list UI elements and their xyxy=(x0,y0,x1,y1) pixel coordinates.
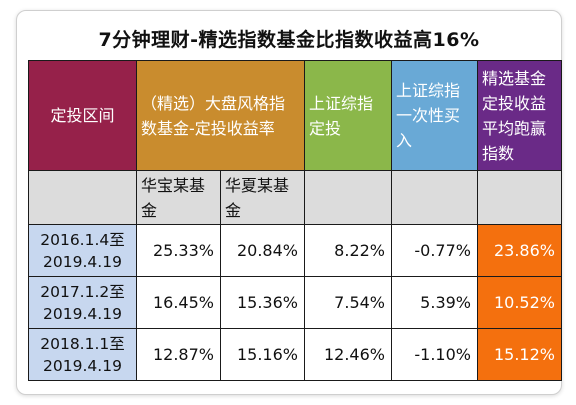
cell-index-lump: -0.77% xyxy=(391,224,478,277)
cell-fund-b: 20.84% xyxy=(220,224,305,277)
cell-beat: 23.86% xyxy=(477,224,562,277)
subheader-fund-a: 华宝某基金 xyxy=(136,170,221,225)
row-period: 2016.1.4至2019.4.19 xyxy=(28,224,137,277)
subheader-row: 华宝某基金 华夏某基金 xyxy=(28,170,562,225)
header-index-dca: 上证综指定投 xyxy=(304,60,392,171)
subheader-empty xyxy=(28,170,137,225)
table-row: 2017.1.2至2019.4.19 16.45% 15.36% 7.54% 5… xyxy=(28,276,562,329)
subheader-empty xyxy=(304,170,392,225)
row-period: 2017.1.2至2019.4.19 xyxy=(28,276,137,329)
cell-fund-a: 25.33% xyxy=(136,224,221,277)
cell-beat: 15.12% xyxy=(477,328,562,381)
subheader-fund-b: 华夏某基金 xyxy=(220,170,305,225)
header-index-lump: 上证综指一次性买入 xyxy=(391,60,478,171)
comparison-table: 定投区间 （精选）大盘风格指数基金-定投收益率 上证综指定投 上证综指一次性买入… xyxy=(28,60,562,381)
cell-fund-a: 16.45% xyxy=(136,276,221,329)
cell-index-dca: 7.54% xyxy=(304,276,392,329)
cell-index-lump: 5.39% xyxy=(391,276,478,329)
page-title: 7分钟理财-精选指数基金比指数收益高16% xyxy=(98,29,480,51)
header-row: 定投区间 （精选）大盘风格指数基金-定投收益率 上证综指定投 上证综指一次性买入… xyxy=(28,60,562,171)
subheader-empty xyxy=(391,170,478,225)
cell-index-dca: 12.46% xyxy=(304,328,392,381)
table-row: 2018.1.1至2019.4.19 12.87% 15.16% 12.46% … xyxy=(28,328,562,381)
cell-fund-b: 15.36% xyxy=(220,276,305,329)
cell-fund-b: 15.16% xyxy=(220,328,305,381)
subheader-empty xyxy=(477,170,562,225)
row-period: 2018.1.1至2019.4.19 xyxy=(28,328,137,381)
table-row: 2016.1.4至2019.4.19 25.33% 20.84% 8.22% -… xyxy=(28,224,562,277)
cell-beat: 10.52% xyxy=(477,276,562,329)
cell-fund-a: 12.87% xyxy=(136,328,221,381)
header-fund-return: （精选）大盘风格指数基金-定投收益率 xyxy=(136,60,305,171)
cell-index-lump: -1.10% xyxy=(391,328,478,381)
header-beat: 精选基金定投收益平均跑赢指数 xyxy=(477,60,562,171)
header-period: 定投区间 xyxy=(28,60,137,171)
cell-index-dca: 8.22% xyxy=(304,224,392,277)
